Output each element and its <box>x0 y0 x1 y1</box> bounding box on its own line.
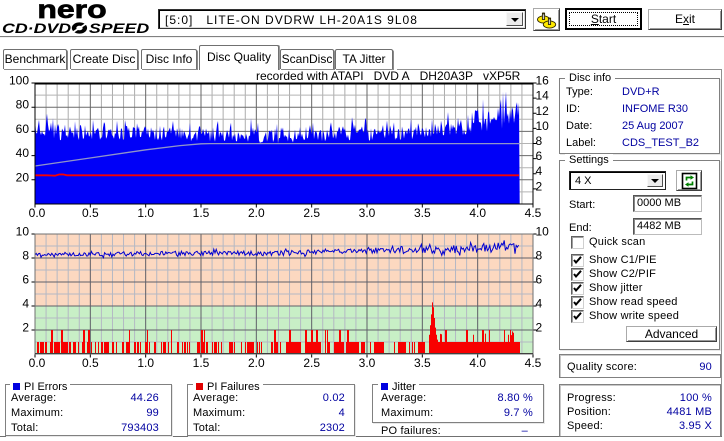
svg-text:3.5: 3.5 <box>414 356 431 370</box>
svg-text:2: 2 <box>536 321 543 335</box>
svg-text:40: 40 <box>16 146 30 160</box>
svg-text:4.0: 4.0 <box>469 206 486 220</box>
svg-text:1.5: 1.5 <box>193 356 210 370</box>
svg-text:2.0: 2.0 <box>248 206 265 220</box>
svg-text:80: 80 <box>16 98 30 112</box>
svg-text:12: 12 <box>536 104 550 118</box>
svg-text:2.5: 2.5 <box>303 206 320 220</box>
svg-text:16: 16 <box>536 74 550 88</box>
svg-text:3.5: 3.5 <box>414 206 431 220</box>
svg-text:10: 10 <box>16 225 30 239</box>
svg-text:8: 8 <box>536 134 543 148</box>
svg-text:0.0: 0.0 <box>29 356 46 370</box>
svg-text:0.0: 0.0 <box>29 206 46 220</box>
svg-text:10: 10 <box>536 119 550 133</box>
svg-text:1.0: 1.0 <box>137 356 154 370</box>
svg-text:4: 4 <box>536 164 543 178</box>
svg-text:6: 6 <box>536 273 543 287</box>
svg-text:8: 8 <box>536 249 543 263</box>
svg-text:6: 6 <box>536 149 543 163</box>
svg-text:1.5: 1.5 <box>193 206 210 220</box>
svg-text:10: 10 <box>536 225 550 239</box>
svg-text:3.0: 3.0 <box>359 206 376 220</box>
svg-text:14: 14 <box>536 89 550 103</box>
svg-text:4.0: 4.0 <box>469 356 486 370</box>
svg-text:100: 100 <box>9 74 29 88</box>
svg-text:20: 20 <box>16 170 30 184</box>
svg-text:6: 6 <box>22 273 29 287</box>
svg-text:4: 4 <box>536 297 543 311</box>
svg-text:2.5: 2.5 <box>303 356 320 370</box>
svg-text:2: 2 <box>22 321 29 335</box>
svg-text:3.0: 3.0 <box>359 356 376 370</box>
svg-text:2: 2 <box>536 179 543 193</box>
svg-text:4.5: 4.5 <box>525 206 542 220</box>
svg-text:4: 4 <box>22 297 29 311</box>
svg-text:2.0: 2.0 <box>248 356 265 370</box>
svg-text:4.5: 4.5 <box>525 356 542 370</box>
svg-text:8: 8 <box>22 249 29 263</box>
svg-text:1.0: 1.0 <box>137 206 154 220</box>
svg-text:60: 60 <box>16 122 30 136</box>
svg-text:0.5: 0.5 <box>82 206 99 220</box>
svg-text:0.5: 0.5 <box>82 356 99 370</box>
